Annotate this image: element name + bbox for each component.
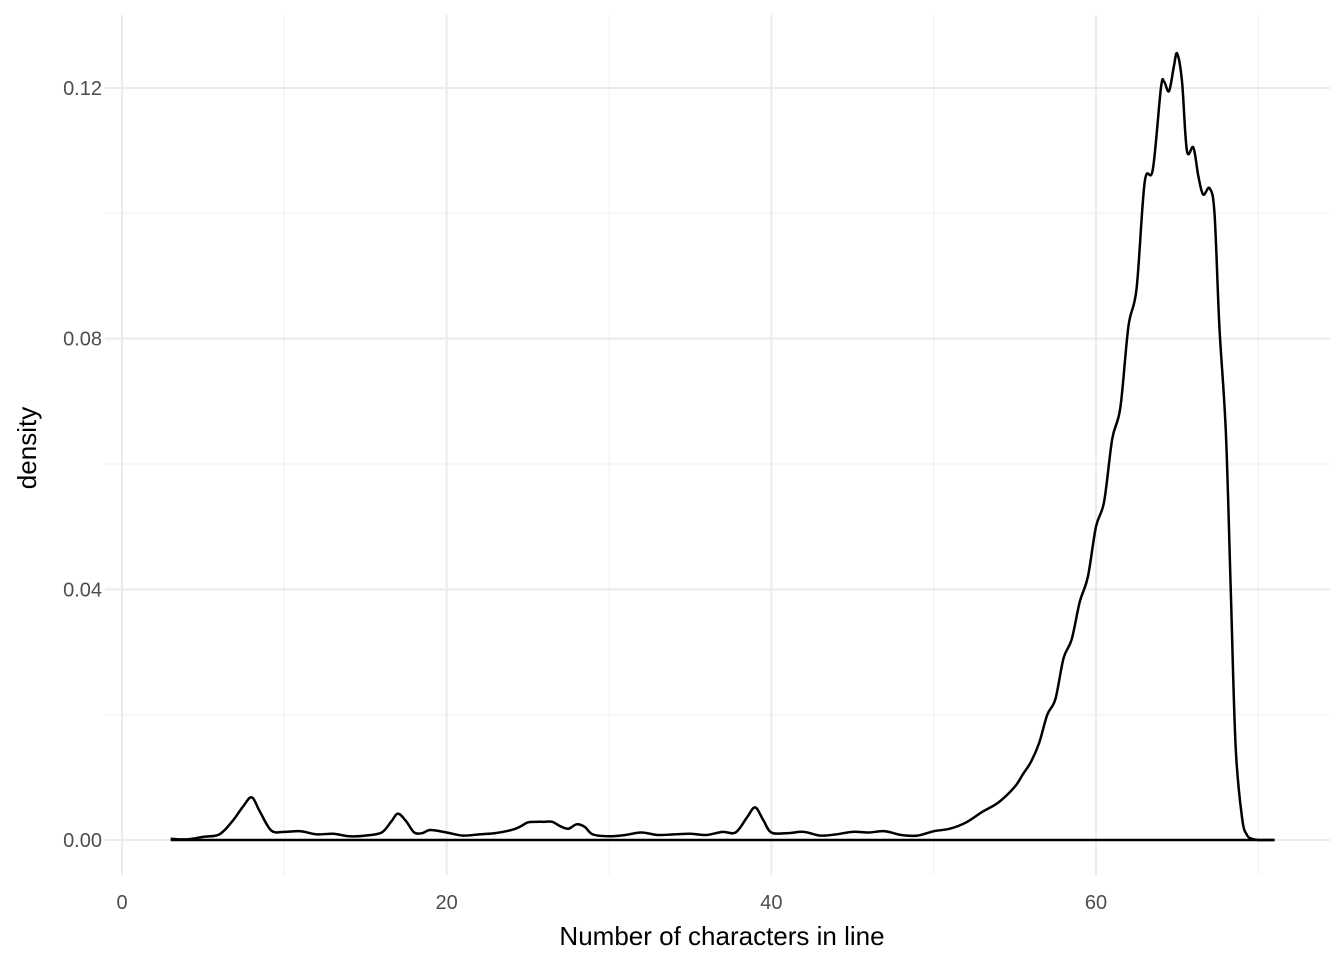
x-axis-title: Number of characters in line (559, 921, 884, 951)
x-tick-label: 20 (436, 892, 458, 914)
y-axis-title: density (12, 407, 42, 489)
x-tick-label: 60 (1085, 892, 1107, 914)
major-gridlines (105, 15, 1330, 875)
y-tick-label: 0.12 (63, 78, 102, 100)
y-tick-label: 0.04 (63, 579, 102, 601)
y-tick-label: 0.00 (63, 830, 102, 852)
density-line (170, 51, 1275, 842)
y-axis-tick-labels: 0.00 0.04 0.08 0.12 (63, 78, 102, 852)
x-axis-tick-labels: 0 20 40 60 (116, 892, 1107, 914)
minor-gridlines (105, 15, 1330, 875)
x-tick-label: 0 (116, 892, 127, 914)
x-tick-label: 40 (760, 892, 782, 914)
y-tick-label: 0.08 (63, 329, 102, 351)
